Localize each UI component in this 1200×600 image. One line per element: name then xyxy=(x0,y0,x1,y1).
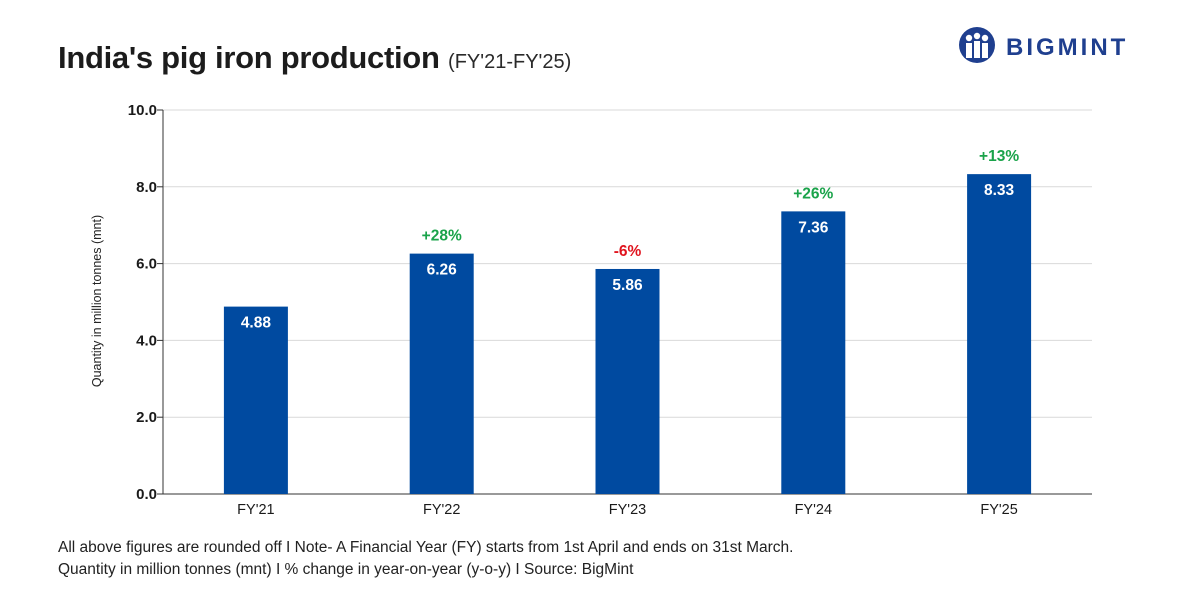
y-axis-label: Quantity in million tonnes (mnt) xyxy=(90,215,104,387)
bar xyxy=(967,174,1032,495)
bar xyxy=(595,268,660,494)
y-axis-ticks: 0.0 2.0 4.0 6.0 8.0 10.0 xyxy=(128,102,1092,503)
y-tick-label: 8.0 xyxy=(136,179,157,196)
y-tick-label: 10.0 xyxy=(128,102,157,119)
x-tick-label: FY'25 xyxy=(980,502,1017,518)
y-tick-label: 0.0 xyxy=(136,486,157,503)
bar-value-label: 5.86 xyxy=(612,277,643,294)
x-axis-labels: FY'21 FY'22 FY'23 FY'24 FY'25 xyxy=(237,502,1018,518)
chart-title: India's pig iron production (FY'21-FY'25… xyxy=(58,40,571,76)
logo-text: BIGMINT xyxy=(1006,33,1129,61)
x-tick-label: FY'23 xyxy=(609,502,646,518)
yoy-change-label: +26% xyxy=(793,185,833,202)
footnote-line-2: Quantity in million tonnes (mnt) I % cha… xyxy=(58,561,634,578)
y-tick-label: 6.0 xyxy=(136,256,157,273)
footnote: All above figures are rounded off I Note… xyxy=(58,537,794,581)
bigmint-logo-icon xyxy=(958,26,996,69)
bar-value-label: 6.26 xyxy=(427,262,458,279)
bar xyxy=(781,211,846,494)
yoy-change-label: -6% xyxy=(614,243,642,260)
bar xyxy=(409,253,474,494)
yoy-change-label: +28% xyxy=(422,228,462,245)
bar-value-label: 8.33 xyxy=(984,182,1015,199)
y-tick-label: 2.0 xyxy=(136,409,157,426)
y-tick-label: 4.0 xyxy=(136,332,157,349)
brand-logo: BIGMINT xyxy=(958,26,1128,69)
bar xyxy=(223,306,288,494)
bars: 4.88 6.26 +28% 5.86 -6% 7.36 +26% 8.33 +13% xyxy=(223,148,1032,495)
bar-value-label: 7.36 xyxy=(798,219,829,236)
yoy-change-label: +13% xyxy=(979,148,1019,165)
x-tick-label: FY'22 xyxy=(423,502,460,518)
x-tick-label: FY'21 xyxy=(237,502,274,518)
x-tick-label: FY'24 xyxy=(795,502,832,518)
bar-value-label: 4.88 xyxy=(241,315,272,332)
title-subtitle: (FY'21-FY'25) xyxy=(448,51,572,73)
footnote-line-1: All above figures are rounded off I Note… xyxy=(58,539,794,556)
title-main: India's pig iron production xyxy=(58,40,440,75)
